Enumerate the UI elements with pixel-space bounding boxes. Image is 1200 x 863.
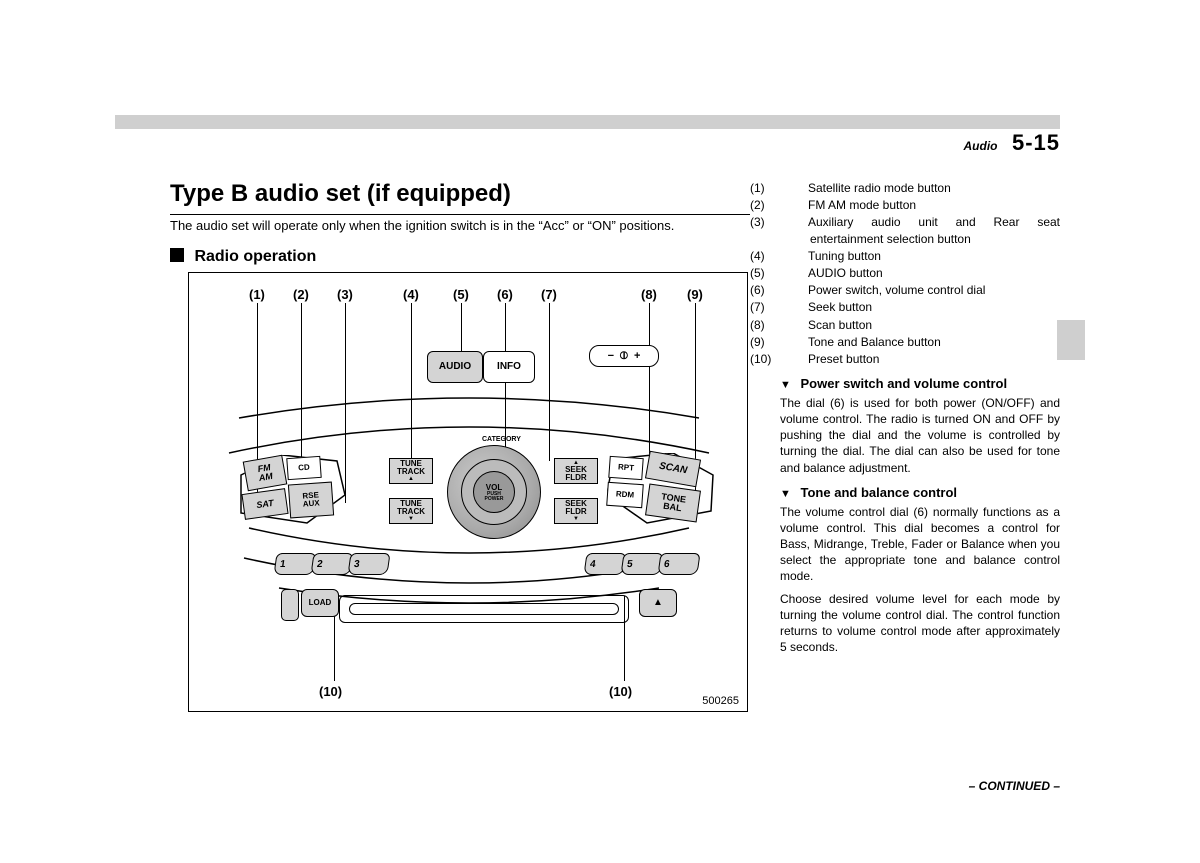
- load-button: LOAD: [301, 589, 339, 617]
- rpt-button: RPT: [608, 456, 643, 480]
- push-power-label: PUSH POWER: [485, 492, 504, 502]
- page-header: Audio 5-15: [964, 130, 1061, 156]
- cd-button: CD: [286, 456, 321, 480]
- minus-icon: −: [608, 351, 614, 362]
- legend-10: (10)Preset button: [780, 351, 1060, 367]
- preset-row-left: 1 2 3: [275, 553, 386, 575]
- callout-4: (4): [403, 287, 419, 302]
- callout-7: (7): [541, 287, 557, 302]
- triangle-bullet-icon: ▼: [780, 487, 791, 502]
- square-bullet-icon: [170, 248, 184, 262]
- leader-5: [461, 303, 462, 353]
- legend-list: (1)Satellite radio mode button (2)FM AM …: [780, 180, 1060, 367]
- legend-8: (8)Scan button: [780, 317, 1060, 333]
- legend-9: (9)Tone and Balance button: [780, 334, 1060, 350]
- preset-4: 4: [583, 553, 626, 575]
- vol-dial: VOL PUSH POWER: [473, 471, 515, 513]
- legend-6: (6)Power switch, volume control dial: [780, 282, 1060, 298]
- callout-5: (5): [453, 287, 469, 302]
- legend-1: (1)Satellite radio mode button: [780, 180, 1060, 196]
- para-power-1: The dial (6) is used for both power (ON/…: [780, 395, 1060, 476]
- callout-9: (9): [687, 287, 703, 302]
- intro-text: The audio set will operate only when the…: [170, 218, 760, 233]
- preset-2: 2: [310, 553, 353, 575]
- info-button: INFO: [483, 351, 535, 383]
- rdm-button: RDM: [606, 482, 644, 508]
- callout-2: (2): [293, 287, 309, 302]
- clock-adjust: − ⦶ +: [589, 345, 659, 367]
- category-label: CATEGORY: [482, 436, 521, 443]
- preset-3: 3: [347, 553, 390, 575]
- preset-6: 6: [657, 553, 700, 575]
- legend-5: (5)AUDIO button: [780, 265, 1060, 281]
- cd-slot-frame: [339, 595, 629, 623]
- section-label: Audio: [964, 139, 998, 153]
- seek-down-button: SEEK FLDR▼: [554, 498, 598, 524]
- para-tone-2: Choose desired volume level for each mod…: [780, 591, 1060, 656]
- plus-icon: +: [634, 351, 640, 362]
- subheading-radio-operation: Radio operation: [170, 248, 316, 266]
- preset-5: 5: [620, 553, 663, 575]
- callout-8: (8): [641, 287, 657, 302]
- triangle-bullet-icon: ▼: [780, 378, 791, 393]
- clock-icon: ⦶: [620, 351, 628, 362]
- eject-button: ▲: [639, 589, 677, 617]
- callout-1: (1): [249, 287, 265, 302]
- right-column: (1)Satellite radio mode button (2)FM AM …: [780, 180, 1060, 661]
- top-rule: [115, 115, 1060, 129]
- audio-button: AUDIO: [427, 351, 483, 383]
- figure-id: 500265: [702, 695, 739, 707]
- page: Audio 5-15 Type B audio set (if equipped…: [0, 0, 1200, 863]
- sub-power-switch: ▼ Power switch and volume control: [780, 375, 1060, 393]
- load-disc-indicator: [281, 589, 299, 621]
- callout-10a: (10): [319, 684, 342, 699]
- callout-6: (6): [497, 287, 513, 302]
- subheading-text: Radio operation: [194, 248, 316, 265]
- legend-2: (2)FM AM mode button: [780, 197, 1060, 213]
- preset-row-right: 4 5 6: [585, 553, 696, 575]
- legend-4: (4)Tuning button: [780, 248, 1060, 264]
- preset-1: 1: [273, 553, 316, 575]
- page-title: Type B audio set (if equipped): [170, 180, 750, 215]
- figure-radio-diagram: (1) (2) (3) (4) (5) (6) (7) (8) (9) (10)…: [188, 272, 748, 712]
- para-tone-1: The volume control dial (6) normally fun…: [780, 504, 1060, 585]
- seek-up-button: ▲SEEK FLDR: [554, 458, 598, 484]
- side-tab: [1057, 320, 1085, 360]
- eject-icon: ▲: [653, 598, 663, 608]
- tune-down-button: TUNE TRACK▼: [389, 498, 433, 524]
- page-number: 5-15: [1012, 130, 1060, 155]
- legend-3: (3)Auxiliary audio unit and Rear seat en…: [780, 214, 1060, 246]
- legend-7: (7)Seek button: [780, 299, 1060, 315]
- callout-10b: (10): [609, 684, 632, 699]
- tune-up-button: TUNE TRACK▲: [389, 458, 433, 484]
- callout-3: (3): [337, 287, 353, 302]
- continued-mark: – CONTINUED –: [969, 779, 1060, 793]
- rse-aux-button: RSE AUX: [288, 482, 334, 519]
- sub-tone-balance: ▼ Tone and balance control: [780, 484, 1060, 502]
